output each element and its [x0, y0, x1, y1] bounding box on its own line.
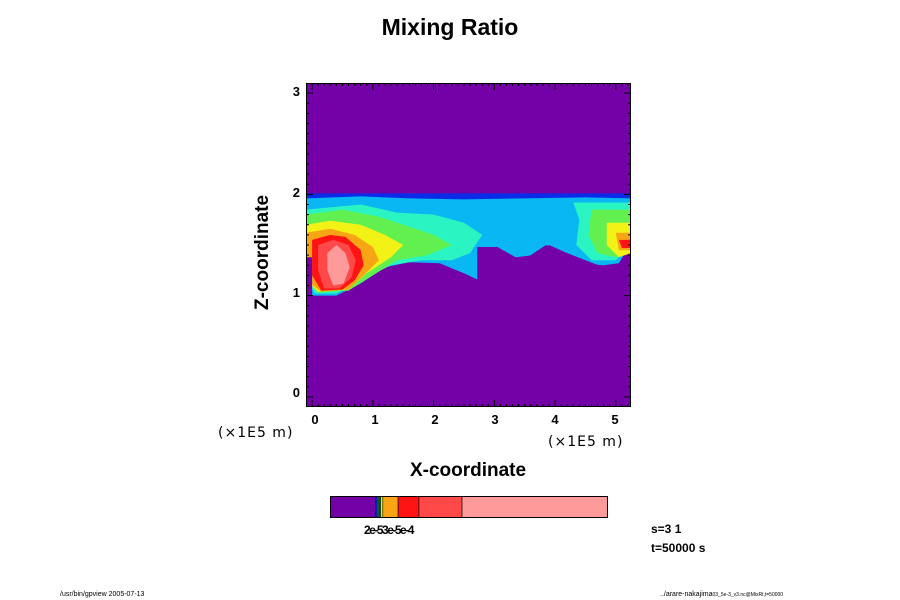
heatmap-region-13	[327, 245, 350, 286]
y-axis-label: Z-coordinate	[252, 194, 273, 310]
footer-right-small: 03_5e-3_v3.nc@MixRt,t=50000	[712, 592, 784, 598]
x-tick-label-5: 5	[611, 412, 619, 427]
colorbar	[330, 496, 608, 518]
footer-right: ../arare-nakajima03_5e-3_v3.nc@MixRt,t=5…	[660, 591, 783, 598]
colorbar-frame	[330, 496, 608, 518]
x-tick-label-0: 0	[311, 412, 319, 427]
x-tick-label-4: 4	[551, 412, 559, 427]
colorbar-label: 2e-53e-5e-4	[364, 523, 414, 537]
x-axis-label: X-coordinate	[409, 460, 527, 481]
heatmap-region-11	[618, 239, 631, 248]
x-tick-label-1: 1	[371, 412, 379, 427]
heatmap-region-15	[477, 245, 631, 296]
colorbar-swatch-6	[382, 496, 399, 518]
footer-right-main: ../arare-nakajima	[660, 591, 713, 598]
s-annotation: s=3 1	[651, 522, 682, 536]
colorbar-swatch-5	[380, 496, 384, 518]
y-tick-label-2: 2	[292, 185, 300, 200]
x-tick-label-2: 2	[431, 412, 439, 427]
colorbar-swatch-7	[397, 496, 420, 518]
colorbar-swatch-0	[330, 496, 377, 518]
x-tick-label-3: 3	[491, 412, 499, 427]
t-annotation: t=50000 s	[651, 541, 706, 555]
heatmap-plot	[306, 83, 631, 407]
y-axis-unit: (×1E5 m)	[218, 425, 294, 441]
y-tick-label-0: 0	[292, 385, 300, 400]
y-tick-label-1: 1	[292, 285, 300, 300]
colorbar-swatch-8	[418, 496, 463, 518]
colorbar-swatch-9	[461, 496, 608, 518]
y-tick-label-3: 3	[292, 84, 300, 99]
x-axis-unit: (×1E5 m)	[548, 434, 624, 450]
footer-left: /usr/bin/gpview 2005-07-13	[60, 591, 145, 598]
chart-title: Mixing Ratio	[381, 14, 519, 40]
